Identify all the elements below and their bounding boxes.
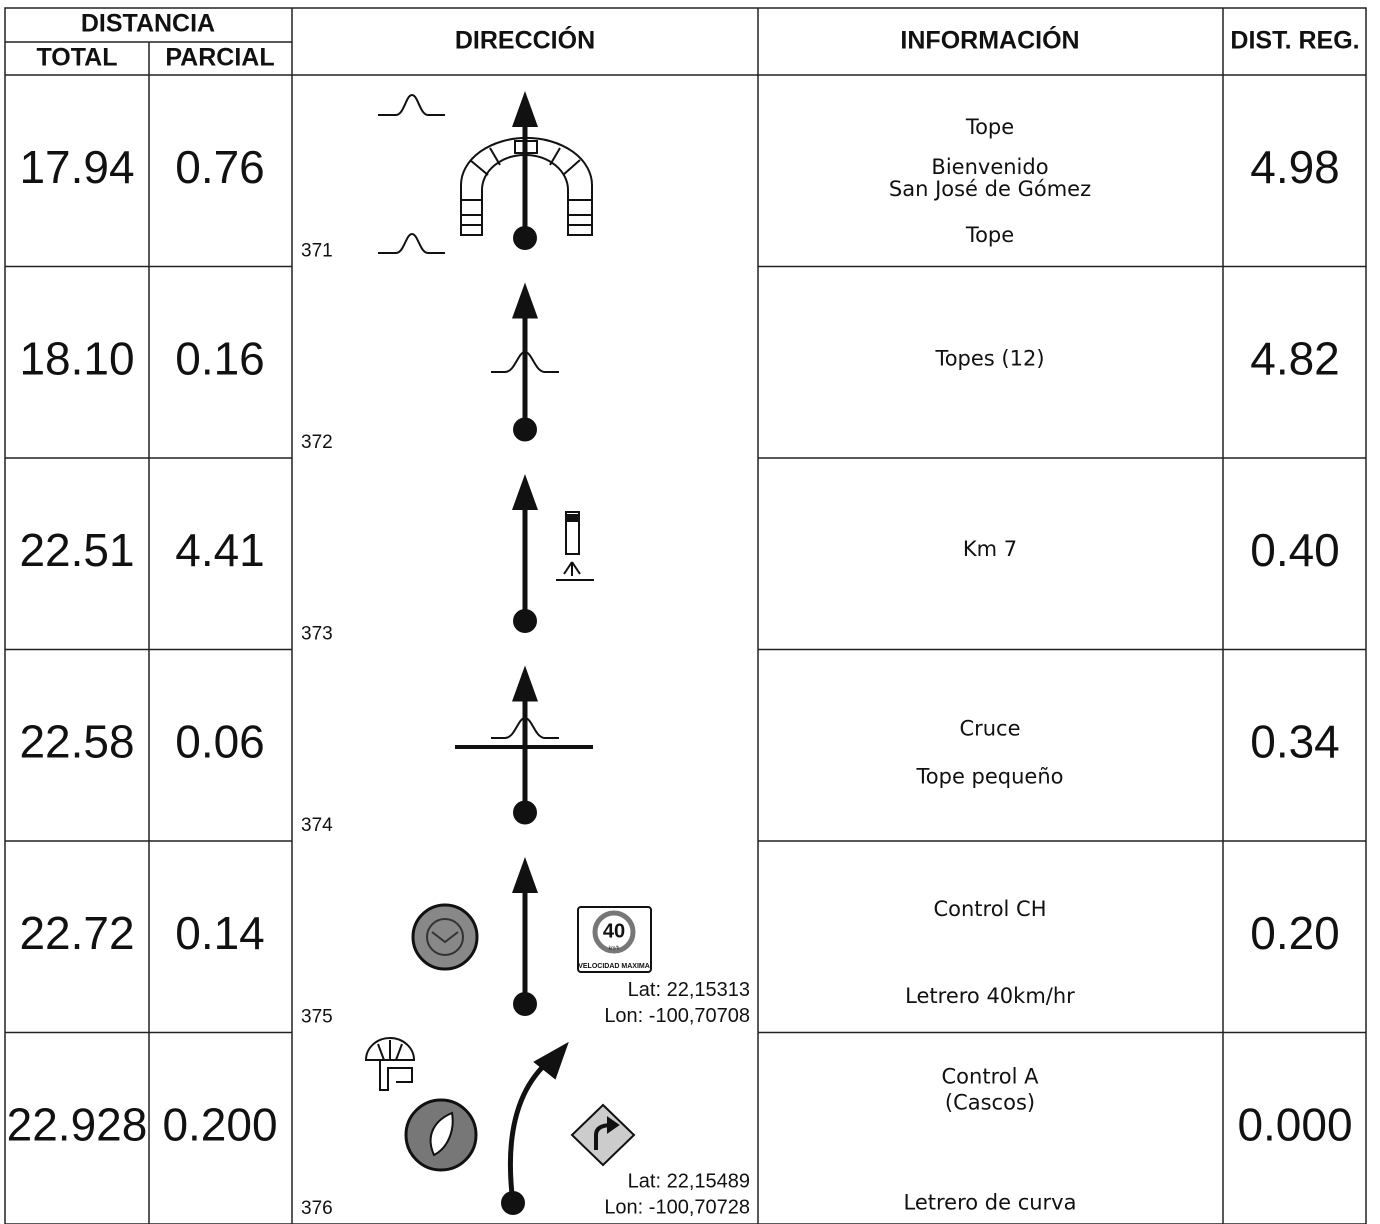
box-number: 373 [301,624,333,645]
info-line: Control CH [933,897,1046,921]
header-distancia: DISTANCIA [81,10,215,38]
total: 17.94 [19,141,134,193]
total: 18.10 [19,332,134,384]
parcial: 0.06 [175,715,265,767]
sign-value: 40 [603,920,625,942]
start-dot [513,417,537,442]
box-number: 372 [301,432,333,453]
latitude: Lat: 22,15313 [628,979,750,1001]
info-line: Cruce [959,717,1020,741]
parcial: 0.200 [162,1098,277,1150]
longitude: Lon: -100,70708 [604,1005,750,1027]
info-line: Letrero de curva [904,1191,1077,1215]
total: 22.72 [19,907,134,959]
arrow-head [512,91,538,127]
arrow-head [512,665,538,702]
total: 22.51 [19,524,134,576]
box-number: 371 [301,241,333,262]
icons [364,93,652,1215]
info-line: Bienvenido [931,155,1048,179]
dist-reg: 0.20 [1250,907,1340,959]
info-line: Tope [965,115,1014,139]
box-number: 376 [301,1198,333,1219]
header-dist-reg: DIST. REG. [1230,27,1359,55]
dist-reg: 4.98 [1250,141,1340,193]
arrow-head [512,282,538,319]
header-direccion: DIRECCIÓN [455,25,595,55]
parcial: 0.76 [175,141,265,193]
total: 22.928 [7,1098,148,1150]
start-dot [513,800,537,825]
box-number: 375 [301,1007,333,1028]
header-total: TOTAL [36,44,117,72]
longitude: Lon: -100,70728 [604,1196,750,1218]
parcial: 0.14 [175,907,265,959]
grid [5,8,1366,1224]
total: 22.58 [19,715,134,767]
start-dot [513,609,537,633]
info-line: Tope pequeño [916,765,1064,789]
arrow-head [512,857,538,893]
start-dot [513,226,537,250]
frame [4,7,1367,1224]
info-line: San José de Gómez [889,177,1091,201]
info-line: Control A [942,1065,1040,1089]
sign-unit: km/h [609,945,620,951]
latitude: Lat: 22,15489 [628,1170,750,1192]
start-dot [513,992,537,1016]
arrow-head [512,474,538,510]
dist-reg: 0.40 [1250,524,1340,576]
info-line: Letrero 40km/hr [905,984,1075,1008]
header-informacion: INFORMACIÓN [900,25,1079,55]
parcial: 4.41 [175,524,265,576]
sign-caption: VELOCIDAD MAXIMA [578,963,650,970]
info-line: Km 7 [963,537,1017,561]
info-line: Tope [965,223,1014,247]
info-line: Topes (12) [934,347,1044,371]
box-number: 374 [301,815,333,836]
header-parcial: PARCIAL [165,44,274,72]
info-line: (Cascos) [945,1091,1035,1115]
parcial: 0.16 [175,332,265,384]
dist-reg: 0.000 [1237,1098,1352,1150]
dist-reg: 4.82 [1250,332,1340,384]
dist-reg: 0.34 [1250,715,1340,767]
